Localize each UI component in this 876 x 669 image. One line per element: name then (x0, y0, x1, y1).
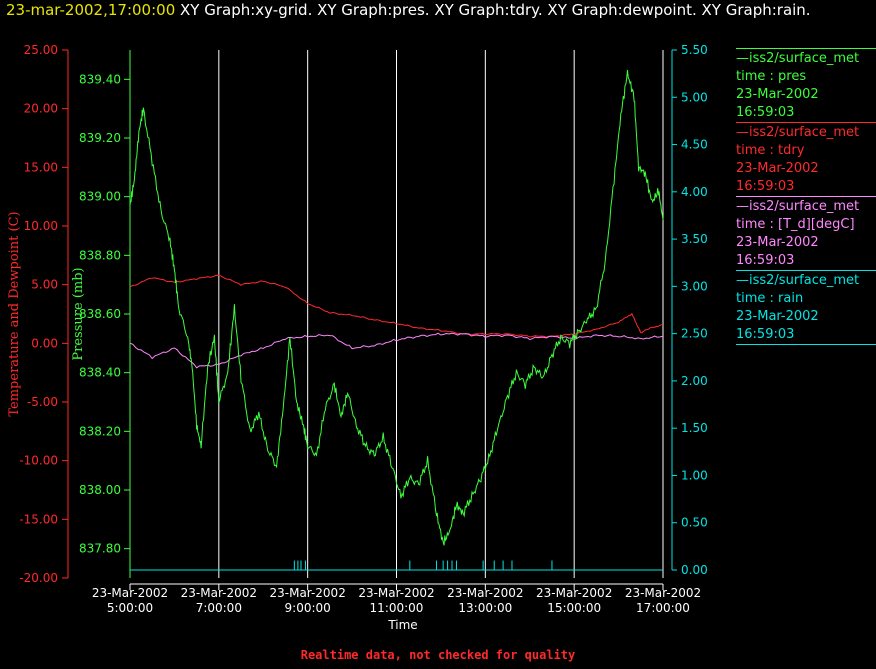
legend-line1: —iss2/surface_met (736, 273, 860, 288)
right-tick-label: 1.00 (681, 468, 708, 482)
left-tick-label: 5.00 (31, 278, 58, 292)
legend-separator (736, 196, 876, 197)
legend-line2: time : [T_d][degC] (736, 217, 855, 232)
right-tick-label: 2.50 (681, 327, 708, 341)
x-tick-time: 17:00:00 (636, 601, 690, 615)
left-tick-label: 0.00 (31, 336, 58, 350)
legend-line1: —iss2/surface_met (736, 199, 860, 214)
right-tick-label: 5.50 (681, 43, 708, 57)
legend-line2: time : tdry (736, 143, 805, 158)
right-tick-label: 3.50 (681, 232, 708, 246)
x-tick-time: 5:00:00 (107, 601, 153, 615)
right-tick-label: 0.50 (681, 516, 708, 530)
legend-separator (736, 270, 876, 271)
y-axis-label-temperature: Temperature and Dewpoint (C) (7, 211, 22, 416)
legend-line4: 16:59:03 (736, 179, 795, 194)
x-tick-date: 23-Mar-2002 (447, 586, 523, 600)
pressure-tick-label: 839.00 (79, 190, 121, 204)
legend-separator (736, 122, 876, 123)
x-tick-date: 23-Mar-2002 (358, 586, 434, 600)
pressure-tick-label: 838.60 (79, 307, 121, 321)
pressure-tick-label: 839.20 (79, 131, 121, 145)
legend-line4: 16:59:03 (736, 253, 795, 268)
header-graph-titles: XY Graph:xy-grid. XY Graph:pres. XY Grap… (180, 1, 811, 19)
right-tick-label: 4.00 (681, 185, 708, 199)
right-tick-label: 3.00 (681, 279, 708, 293)
x-tick-time: 11:00:00 (370, 601, 424, 615)
pressure-tick-label: 837.80 (79, 542, 121, 556)
right-tick-label: 2.00 (681, 374, 708, 388)
left-tick-label: 25.00 (24, 43, 58, 57)
left-tick-label: -15.00 (19, 512, 58, 526)
pressure-tick-label: 838.00 (79, 483, 121, 497)
x-tick-time: 13:00:00 (458, 601, 512, 615)
legend-line1: —iss2/surface_met (736, 125, 860, 140)
x-tick-date: 23-Mar-2002 (536, 586, 612, 600)
header-timestamp: 23-mar-2002,17:00:00 (6, 1, 176, 19)
pressure-tick-label: 838.80 (79, 248, 121, 262)
pressure-tick-label: 838.20 (79, 424, 121, 438)
header: 23-mar-2002,17:00:00 XY Graph:xy-grid. X… (6, 1, 811, 19)
left-tick-label: -10.00 (19, 454, 58, 468)
left-tick-label: -20.00 (19, 571, 58, 585)
legend-separator (736, 48, 876, 49)
right-tick-label: 4.50 (681, 138, 708, 152)
left-tick-label: 20.00 (24, 102, 58, 116)
pressure-tick-label: 838.40 (79, 366, 121, 380)
right-tick-label: 1.50 (681, 421, 708, 435)
x-tick-time: 7:00:00 (196, 601, 242, 615)
quality-footer: Realtime data, not checked for quality (300, 648, 576, 662)
x-tick-time: 9:00:00 (285, 601, 331, 615)
legend-line4: 16:59:03 (736, 327, 795, 342)
x-tick-date: 23-Mar-2002 (181, 586, 257, 600)
left-tick-label: -5.00 (27, 395, 58, 409)
legend: —iss2/surface_met time : pres 23-Mar-2002 1… (736, 48, 876, 345)
series-tdry-line (129, 274, 664, 338)
right-tick-label: 0.00 (681, 563, 708, 577)
legend-line3: 23-Mar-2002 (736, 309, 819, 324)
legend-line2: time : rain (736, 291, 804, 306)
pressure-tick-label: 839.40 (79, 72, 121, 86)
legend-line2: time : pres (736, 69, 807, 84)
left-tick-label: 10.00 (24, 219, 58, 233)
x-tick-date: 23-Mar-2002 (625, 586, 701, 600)
legend-line3: 23-Mar-2002 (736, 235, 819, 250)
x-tick-date: 23-Mar-2002 (92, 586, 168, 600)
y-axis-label-pressure: Pressure (mb) (71, 267, 86, 360)
x-tick-time: 15:00:00 (547, 601, 601, 615)
x-axis-label: Time (387, 618, 417, 632)
legend-line3: 23-Mar-2002 (736, 87, 819, 102)
legend-separator (736, 344, 876, 345)
legend-line1: —iss2/surface_met (736, 51, 860, 66)
x-tick-date: 23-Mar-2002 (269, 586, 345, 600)
series-pres-line (129, 69, 664, 546)
legend-line3: 23-Mar-2002 (736, 161, 819, 176)
legend-line4: 16:59:03 (736, 105, 795, 120)
right-tick-label: 5.00 (681, 90, 708, 104)
left-tick-label: 15.00 (24, 160, 58, 174)
